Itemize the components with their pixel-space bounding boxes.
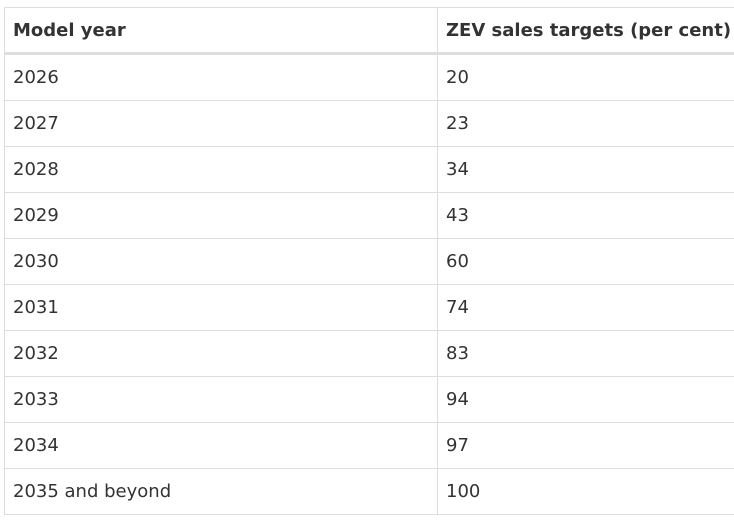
table-row: 2035 and beyond 100 [4,468,734,515]
model-year-cell: 2034 [4,422,438,469]
model-year-cell: 2031 [4,284,438,331]
target-percent-cell: 34 [437,146,734,193]
table-header: Model year ZEV sales targets (per cent) [4,7,734,55]
model-year-cell: 2029 [4,192,438,239]
header-row: Model year ZEV sales targets (per cent) [4,7,734,55]
target-percent-cell: 20 [437,53,734,101]
header-model-year: Model year [4,7,438,55]
table-row: 2027 23 [4,100,734,147]
target-percent-cell: 83 [437,330,734,377]
model-year-cell: 2033 [4,376,438,423]
model-year-cell: 2030 [4,238,438,285]
table-row: 2034 97 [4,422,734,469]
zev-targets-table: Model year ZEV sales targets (per cent) … [4,7,734,515]
table-row: 2033 94 [4,376,734,423]
target-percent-cell: 100 [437,468,734,515]
target-percent-cell: 23 [437,100,734,147]
zev-targets-table-container: Model year ZEV sales targets (per cent) … [4,7,734,515]
table-row: 2028 34 [4,146,734,193]
table-row: 2026 20 [4,53,734,101]
model-year-cell: 2026 [4,53,438,101]
model-year-cell: 2028 [4,146,438,193]
model-year-cell: 2032 [4,330,438,377]
table-row: 2029 43 [4,192,734,239]
target-percent-cell: 74 [437,284,734,331]
table-row: 2031 74 [4,284,734,331]
table-row: 2032 83 [4,330,734,377]
target-percent-cell: 43 [437,192,734,239]
target-percent-cell: 60 [437,238,734,285]
target-percent-cell: 94 [437,376,734,423]
target-percent-cell: 97 [437,422,734,469]
table-body: 2026 20 2027 23 2028 34 2029 43 2030 60 … [4,53,734,515]
header-zev-sales-targets: ZEV sales targets (per cent) [437,7,734,55]
table-row: 2030 60 [4,238,734,285]
model-year-cell: 2035 and beyond [4,468,438,515]
model-year-cell: 2027 [4,100,438,147]
